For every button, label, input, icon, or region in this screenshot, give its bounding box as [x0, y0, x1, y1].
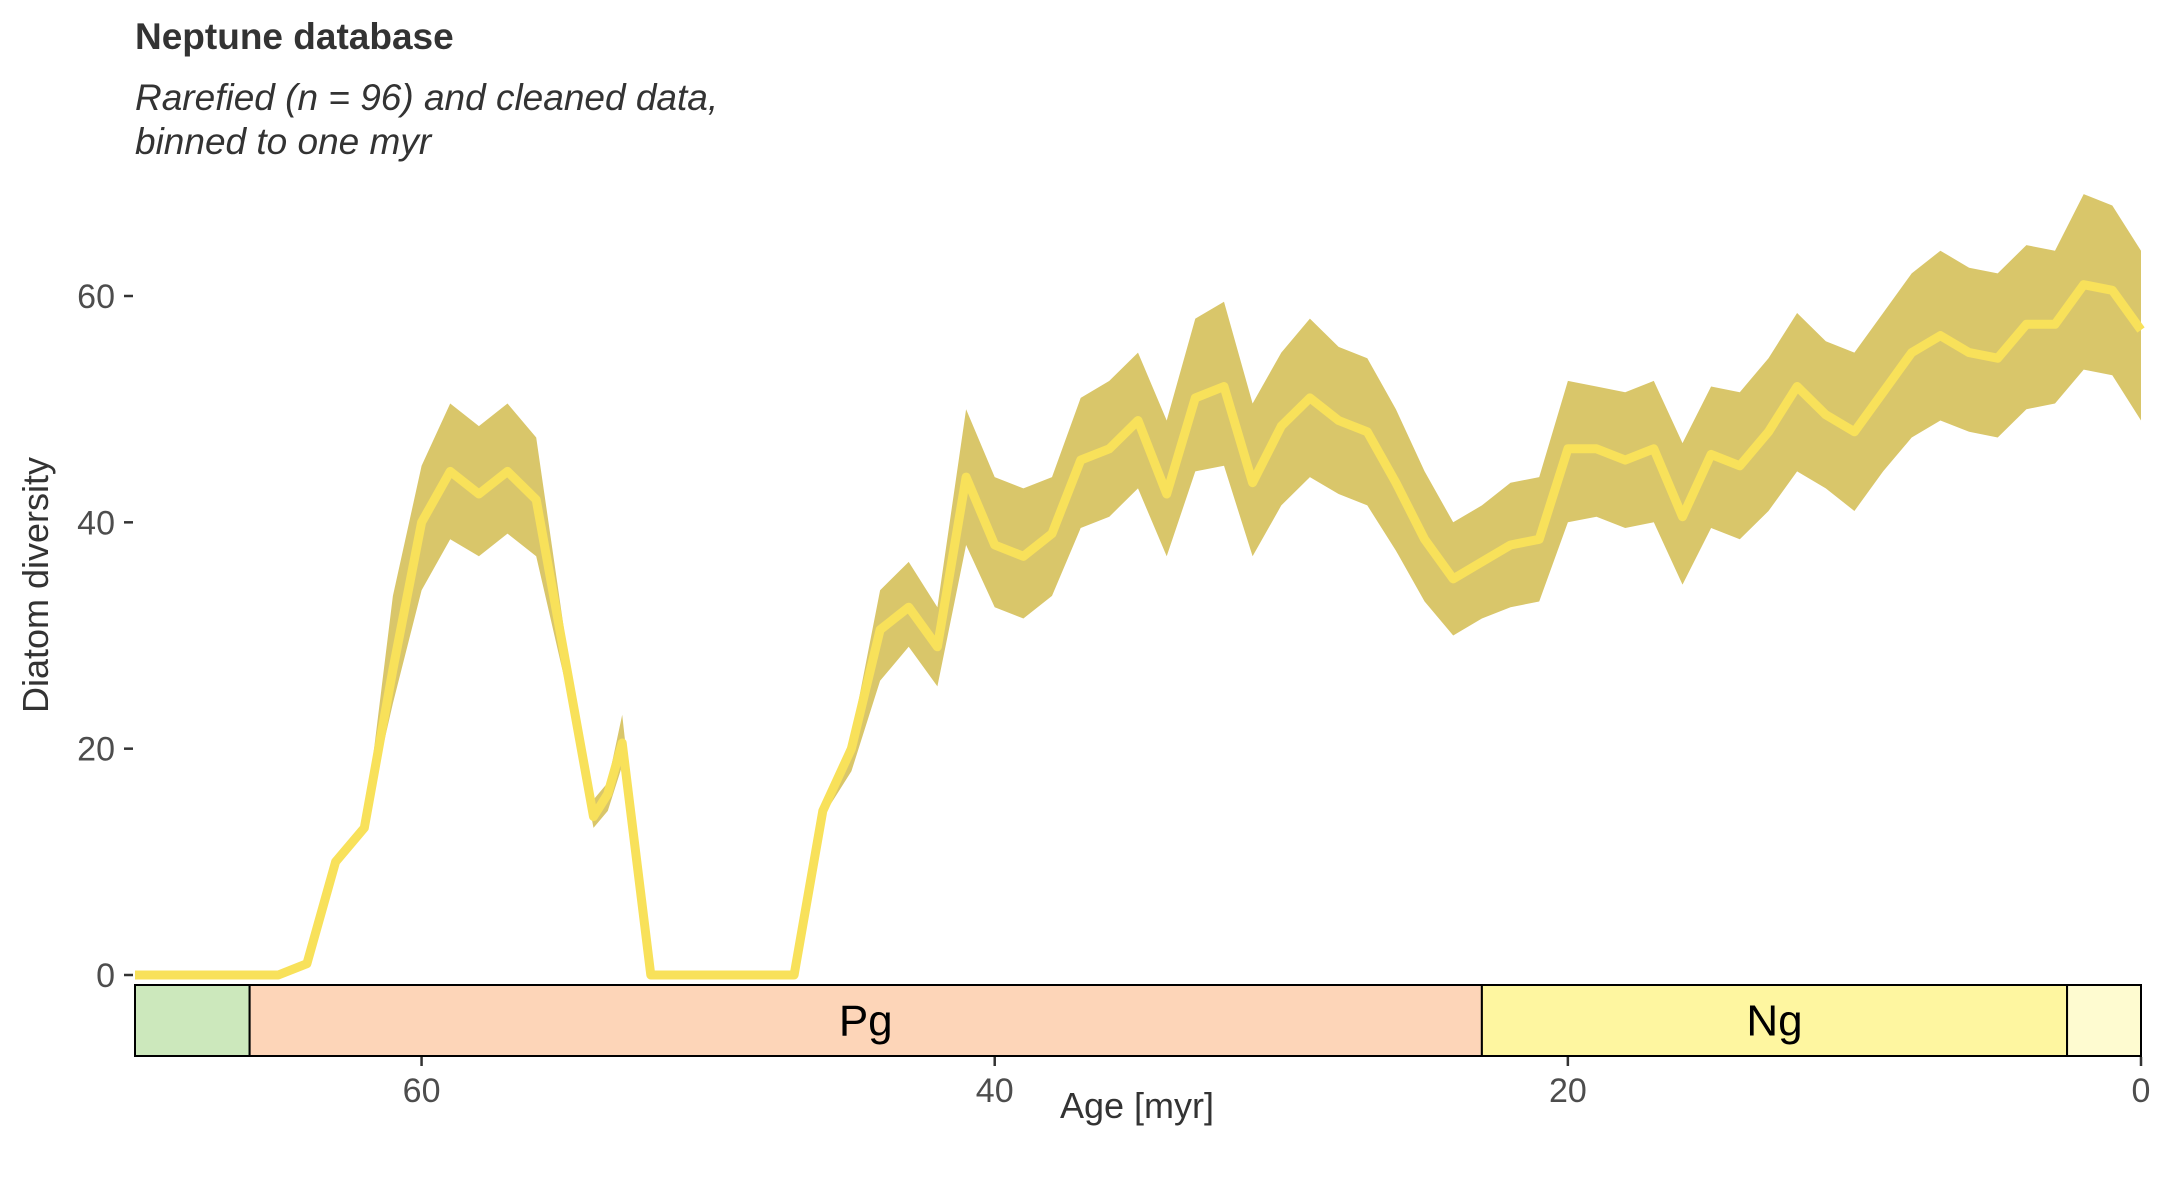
- y-tick-label: 20: [77, 731, 115, 769]
- confidence-ribbon: [135, 194, 2141, 976]
- timescale-period: [248, 984, 1483, 1057]
- x-tick-label: 40: [976, 1072, 1014, 1110]
- chart-subtitle: Rarefied (n = 96) and cleaned data, binn…: [135, 77, 719, 162]
- timescale-period: [2066, 984, 2142, 1057]
- x-tick-label: 0: [2132, 1072, 2151, 1110]
- y-tick-label: 0: [96, 957, 115, 995]
- timescale-period-label: Pg: [839, 997, 893, 1046]
- confidence-ribbon-layer: [135, 194, 2141, 976]
- x-tick-label: 60: [403, 1072, 441, 1110]
- geologic-timescale: Pg Ng: [134, 984, 2142, 1057]
- diversity-series-line: [135, 280, 2145, 980]
- x-tick-label: 20: [1549, 1072, 1587, 1110]
- x-axis-label: Age [myr]: [1060, 1085, 1214, 1126]
- timescale-period-label: Ng: [1746, 997, 1802, 1046]
- y-tick-label: 40: [77, 504, 115, 542]
- x-axis: 60 40 20 0: [403, 1057, 2151, 1110]
- y-tick-label: 60: [77, 278, 115, 316]
- y-axis-label: Diatom diversity: [15, 457, 56, 713]
- chart-title: Neptune database: [135, 16, 454, 57]
- timescale-period: [134, 984, 251, 1057]
- y-axis: 0 20 40 60: [77, 278, 133, 995]
- timescale-period: [1480, 984, 2069, 1057]
- diversity-line-layer: [135, 280, 2145, 980]
